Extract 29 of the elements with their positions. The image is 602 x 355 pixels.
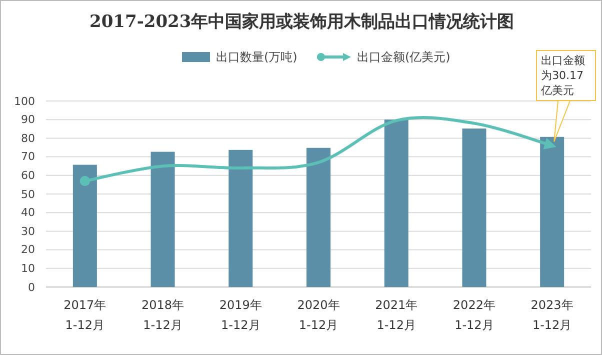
x-tick-label: 2020年1-12月 bbox=[296, 297, 341, 334]
x-tick-label: 2023年1-12月 bbox=[530, 297, 574, 334]
bar bbox=[72, 164, 97, 287]
y-tick-label: 30 bbox=[21, 224, 35, 238]
bar bbox=[306, 148, 330, 287]
x-tick-label: 2018年1-12月 bbox=[140, 297, 186, 334]
x-tick-label: 2022年1-12月 bbox=[452, 297, 496, 334]
x-tick-label: 2021年1-12月 bbox=[374, 297, 419, 334]
annotation: 出口金额为30.17亿美元 bbox=[536, 50, 596, 101]
y-tick-label: 90 bbox=[21, 113, 35, 126]
chart-title: 2017-2023年中国家用或装饰用木制品出口情况统计图 bbox=[90, 10, 514, 32]
y-tick-label: 80 bbox=[21, 132, 35, 145]
bar bbox=[540, 136, 564, 287]
y-tick-label: 100 bbox=[14, 94, 35, 108]
bar bbox=[462, 128, 486, 287]
x-tick-label: 2019年1-12月 bbox=[218, 297, 263, 334]
x-tick-label: 2017年1-12月 bbox=[62, 297, 108, 334]
bar bbox=[384, 120, 408, 287]
legend-label: 出口金额(亿美元) bbox=[357, 48, 450, 66]
bar bbox=[150, 152, 175, 287]
y-tick-label: 0 bbox=[28, 280, 35, 294]
y-tick-label: 60 bbox=[21, 168, 35, 182]
y-tick-label: 10 bbox=[21, 262, 35, 275]
y-tick-label: 70 bbox=[21, 150, 35, 164]
y-tick-label: 20 bbox=[21, 243, 35, 256]
legend-label: 出口数量(万吨) bbox=[216, 48, 298, 66]
y-tick-label: 40 bbox=[21, 206, 35, 220]
y-tick-label: 50 bbox=[21, 188, 35, 200]
bar bbox=[228, 150, 253, 287]
